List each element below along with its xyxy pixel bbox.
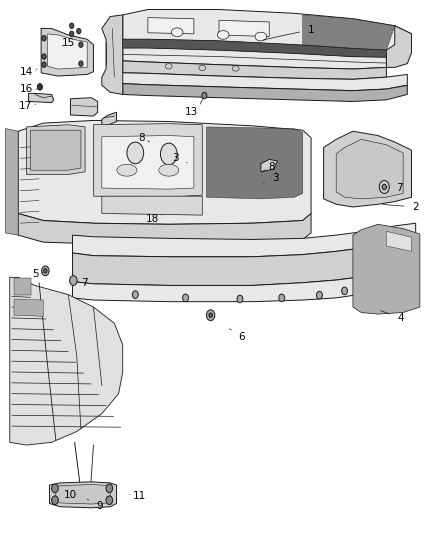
Polygon shape — [123, 61, 386, 79]
Polygon shape — [73, 266, 416, 302]
Circle shape — [79, 42, 83, 47]
Circle shape — [317, 292, 322, 299]
Polygon shape — [386, 231, 412, 252]
Polygon shape — [123, 84, 407, 101]
Circle shape — [183, 294, 188, 302]
Ellipse shape — [166, 63, 172, 69]
Polygon shape — [18, 120, 311, 224]
Polygon shape — [324, 131, 412, 207]
Circle shape — [52, 484, 58, 492]
Text: 11: 11 — [130, 491, 146, 501]
Text: 3: 3 — [263, 173, 279, 183]
Polygon shape — [102, 112, 117, 126]
Text: 3: 3 — [172, 154, 187, 163]
Circle shape — [37, 84, 42, 90]
Ellipse shape — [233, 66, 239, 71]
Polygon shape — [31, 130, 81, 170]
Ellipse shape — [199, 65, 205, 71]
Circle shape — [160, 143, 177, 165]
Circle shape — [42, 62, 46, 67]
Ellipse shape — [171, 28, 183, 37]
Polygon shape — [28, 93, 54, 102]
Polygon shape — [93, 124, 202, 197]
Circle shape — [70, 23, 74, 28]
Ellipse shape — [117, 164, 137, 176]
Polygon shape — [386, 26, 412, 67]
Polygon shape — [49, 482, 117, 508]
Polygon shape — [148, 18, 194, 34]
Polygon shape — [123, 39, 386, 57]
Polygon shape — [303, 15, 395, 50]
Text: 13: 13 — [185, 104, 198, 117]
Circle shape — [202, 92, 207, 99]
Text: 8: 8 — [263, 163, 275, 173]
Polygon shape — [56, 484, 110, 504]
Polygon shape — [47, 34, 87, 69]
Circle shape — [132, 291, 138, 298]
Text: 6: 6 — [230, 329, 245, 342]
Text: 18: 18 — [145, 214, 162, 224]
Circle shape — [127, 142, 144, 164]
Circle shape — [106, 496, 113, 505]
Polygon shape — [261, 159, 278, 172]
Circle shape — [382, 184, 386, 190]
Ellipse shape — [159, 164, 179, 176]
Polygon shape — [41, 28, 93, 76]
Text: 14: 14 — [20, 67, 37, 77]
Polygon shape — [206, 127, 303, 199]
Polygon shape — [102, 135, 194, 189]
Text: 5: 5 — [32, 269, 42, 279]
Circle shape — [42, 36, 46, 41]
Polygon shape — [123, 10, 412, 50]
Polygon shape — [6, 128, 18, 235]
Circle shape — [42, 54, 46, 59]
Circle shape — [44, 269, 47, 273]
Text: 4: 4 — [381, 311, 404, 323]
Text: 8: 8 — [138, 133, 149, 143]
Text: 7: 7 — [78, 278, 88, 288]
Text: 16: 16 — [20, 84, 37, 94]
Circle shape — [77, 28, 81, 34]
Circle shape — [237, 295, 243, 303]
Circle shape — [379, 181, 389, 193]
Circle shape — [79, 61, 83, 66]
Polygon shape — [102, 196, 202, 215]
Circle shape — [106, 484, 113, 492]
Circle shape — [70, 276, 77, 286]
Polygon shape — [73, 239, 416, 286]
Polygon shape — [71, 98, 98, 116]
Polygon shape — [26, 125, 85, 174]
Circle shape — [52, 496, 58, 505]
Circle shape — [42, 266, 49, 276]
Circle shape — [209, 313, 212, 317]
Text: 2: 2 — [383, 202, 419, 212]
Text: 9: 9 — [87, 499, 103, 511]
Polygon shape — [102, 15, 123, 94]
Polygon shape — [14, 278, 31, 295]
Polygon shape — [219, 20, 269, 37]
Polygon shape — [336, 139, 403, 199]
Polygon shape — [18, 214, 311, 244]
Text: 17: 17 — [19, 101, 36, 111]
Polygon shape — [353, 224, 420, 314]
Circle shape — [206, 310, 215, 321]
Circle shape — [342, 287, 347, 295]
Text: 10: 10 — [64, 490, 77, 500]
Polygon shape — [10, 277, 123, 445]
Circle shape — [279, 294, 285, 302]
Polygon shape — [123, 48, 386, 69]
Polygon shape — [73, 223, 416, 257]
Ellipse shape — [217, 30, 229, 39]
Circle shape — [70, 31, 74, 37]
Polygon shape — [14, 299, 43, 316]
Text: 1: 1 — [264, 25, 314, 40]
Text: 15: 15 — [62, 37, 75, 47]
Polygon shape — [114, 73, 407, 91]
Text: 7: 7 — [386, 183, 402, 193]
Ellipse shape — [255, 32, 267, 41]
